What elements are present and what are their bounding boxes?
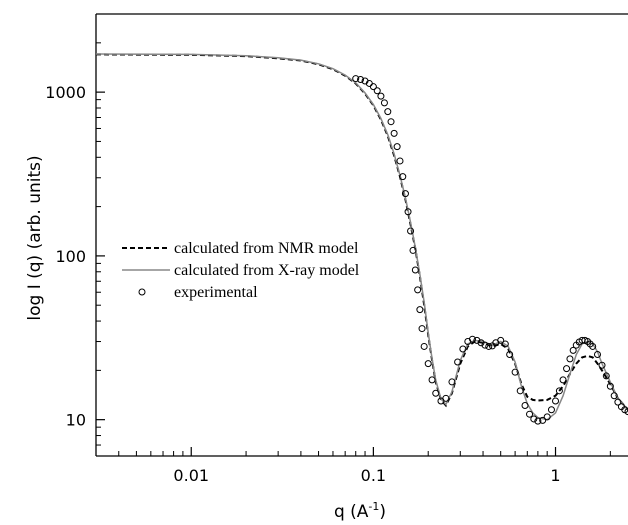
legend-label: calculated from NMR model xyxy=(174,240,359,257)
experimental-point xyxy=(399,173,407,181)
experimental-point xyxy=(526,410,534,418)
experimental-point xyxy=(589,342,597,350)
legend: calculated from NMR model calculated from… xyxy=(122,240,360,301)
experimental-point xyxy=(497,336,505,344)
experimental-point xyxy=(481,341,489,349)
experimental-point xyxy=(459,345,467,353)
experimental-point xyxy=(404,208,412,216)
series-layer xyxy=(96,53,628,425)
experimental-point xyxy=(420,342,428,350)
axes-layer: 0.01 0.1 1 10 100 1000 xyxy=(45,13,611,485)
experimental-point xyxy=(432,389,440,397)
experimental-point xyxy=(357,75,365,83)
experimental-point xyxy=(369,83,377,91)
experimental-point xyxy=(409,246,417,254)
experimental-point xyxy=(555,387,563,395)
experimental-point xyxy=(411,266,419,274)
experimental-point xyxy=(414,286,422,294)
experimental-point xyxy=(624,408,628,416)
experimental-point xyxy=(373,87,381,95)
experimental-point xyxy=(448,378,456,386)
experimental-point xyxy=(610,392,618,400)
experimental-point xyxy=(401,190,409,198)
experimental-point xyxy=(384,108,392,116)
experimental-point xyxy=(606,382,614,390)
experimental-point xyxy=(569,346,577,354)
experimental-point xyxy=(563,365,571,373)
experimental-point xyxy=(418,325,426,333)
experimental-point xyxy=(530,415,538,423)
legend-marker-experimental xyxy=(138,288,146,296)
experimental-point xyxy=(593,350,601,358)
plot-frame xyxy=(95,13,628,457)
experimental-point xyxy=(559,376,567,384)
x-tick-label: 0.01 xyxy=(173,466,209,485)
experimental-point xyxy=(428,376,436,384)
experimental-point xyxy=(552,397,560,405)
experimental-point xyxy=(547,406,555,414)
experimental-point xyxy=(485,342,493,350)
experimental-point xyxy=(539,416,547,424)
series-nmr-line xyxy=(96,53,628,411)
experimental-point xyxy=(393,143,401,151)
y-tick-label: 1000 xyxy=(45,83,86,102)
legend-label: calculated from X-ray model xyxy=(174,262,360,279)
x-tick-label: 0.1 xyxy=(361,466,386,485)
experimental-point xyxy=(396,157,404,165)
y-tick-label: 100 xyxy=(55,247,86,266)
experimental-point xyxy=(442,394,450,402)
experimental-point xyxy=(352,75,360,83)
experimental-point xyxy=(566,355,574,363)
series-experimental xyxy=(352,75,628,425)
experimental-point xyxy=(614,398,622,406)
experimental-point xyxy=(390,129,398,137)
experimental-point xyxy=(424,360,432,368)
x-axis-title: q (A-1) xyxy=(334,500,386,522)
experimental-point xyxy=(387,118,395,126)
experimental-point xyxy=(416,306,424,314)
plot-area xyxy=(96,53,628,425)
experimental-point xyxy=(534,417,542,425)
y-axis-title: log I (q) (arb. units) xyxy=(25,155,45,320)
experimental-point xyxy=(380,99,388,107)
experimental-point xyxy=(543,413,551,421)
experimental-point xyxy=(516,387,524,395)
experimental-point xyxy=(602,372,610,380)
y-tick-label: 10 xyxy=(66,411,86,430)
experimental-point xyxy=(501,340,509,348)
experimental-point xyxy=(506,350,514,358)
experimental-point xyxy=(468,335,476,343)
series-xray-line xyxy=(96,53,628,421)
experimental-point xyxy=(407,227,415,235)
experimental-point xyxy=(521,402,529,410)
experimental-point xyxy=(377,92,385,100)
experimental-point xyxy=(598,361,606,369)
x-tick-label: 1 xyxy=(550,466,560,485)
experimental-point xyxy=(511,368,519,376)
legend-label: experimental xyxy=(174,284,258,301)
experimental-point xyxy=(454,358,462,366)
